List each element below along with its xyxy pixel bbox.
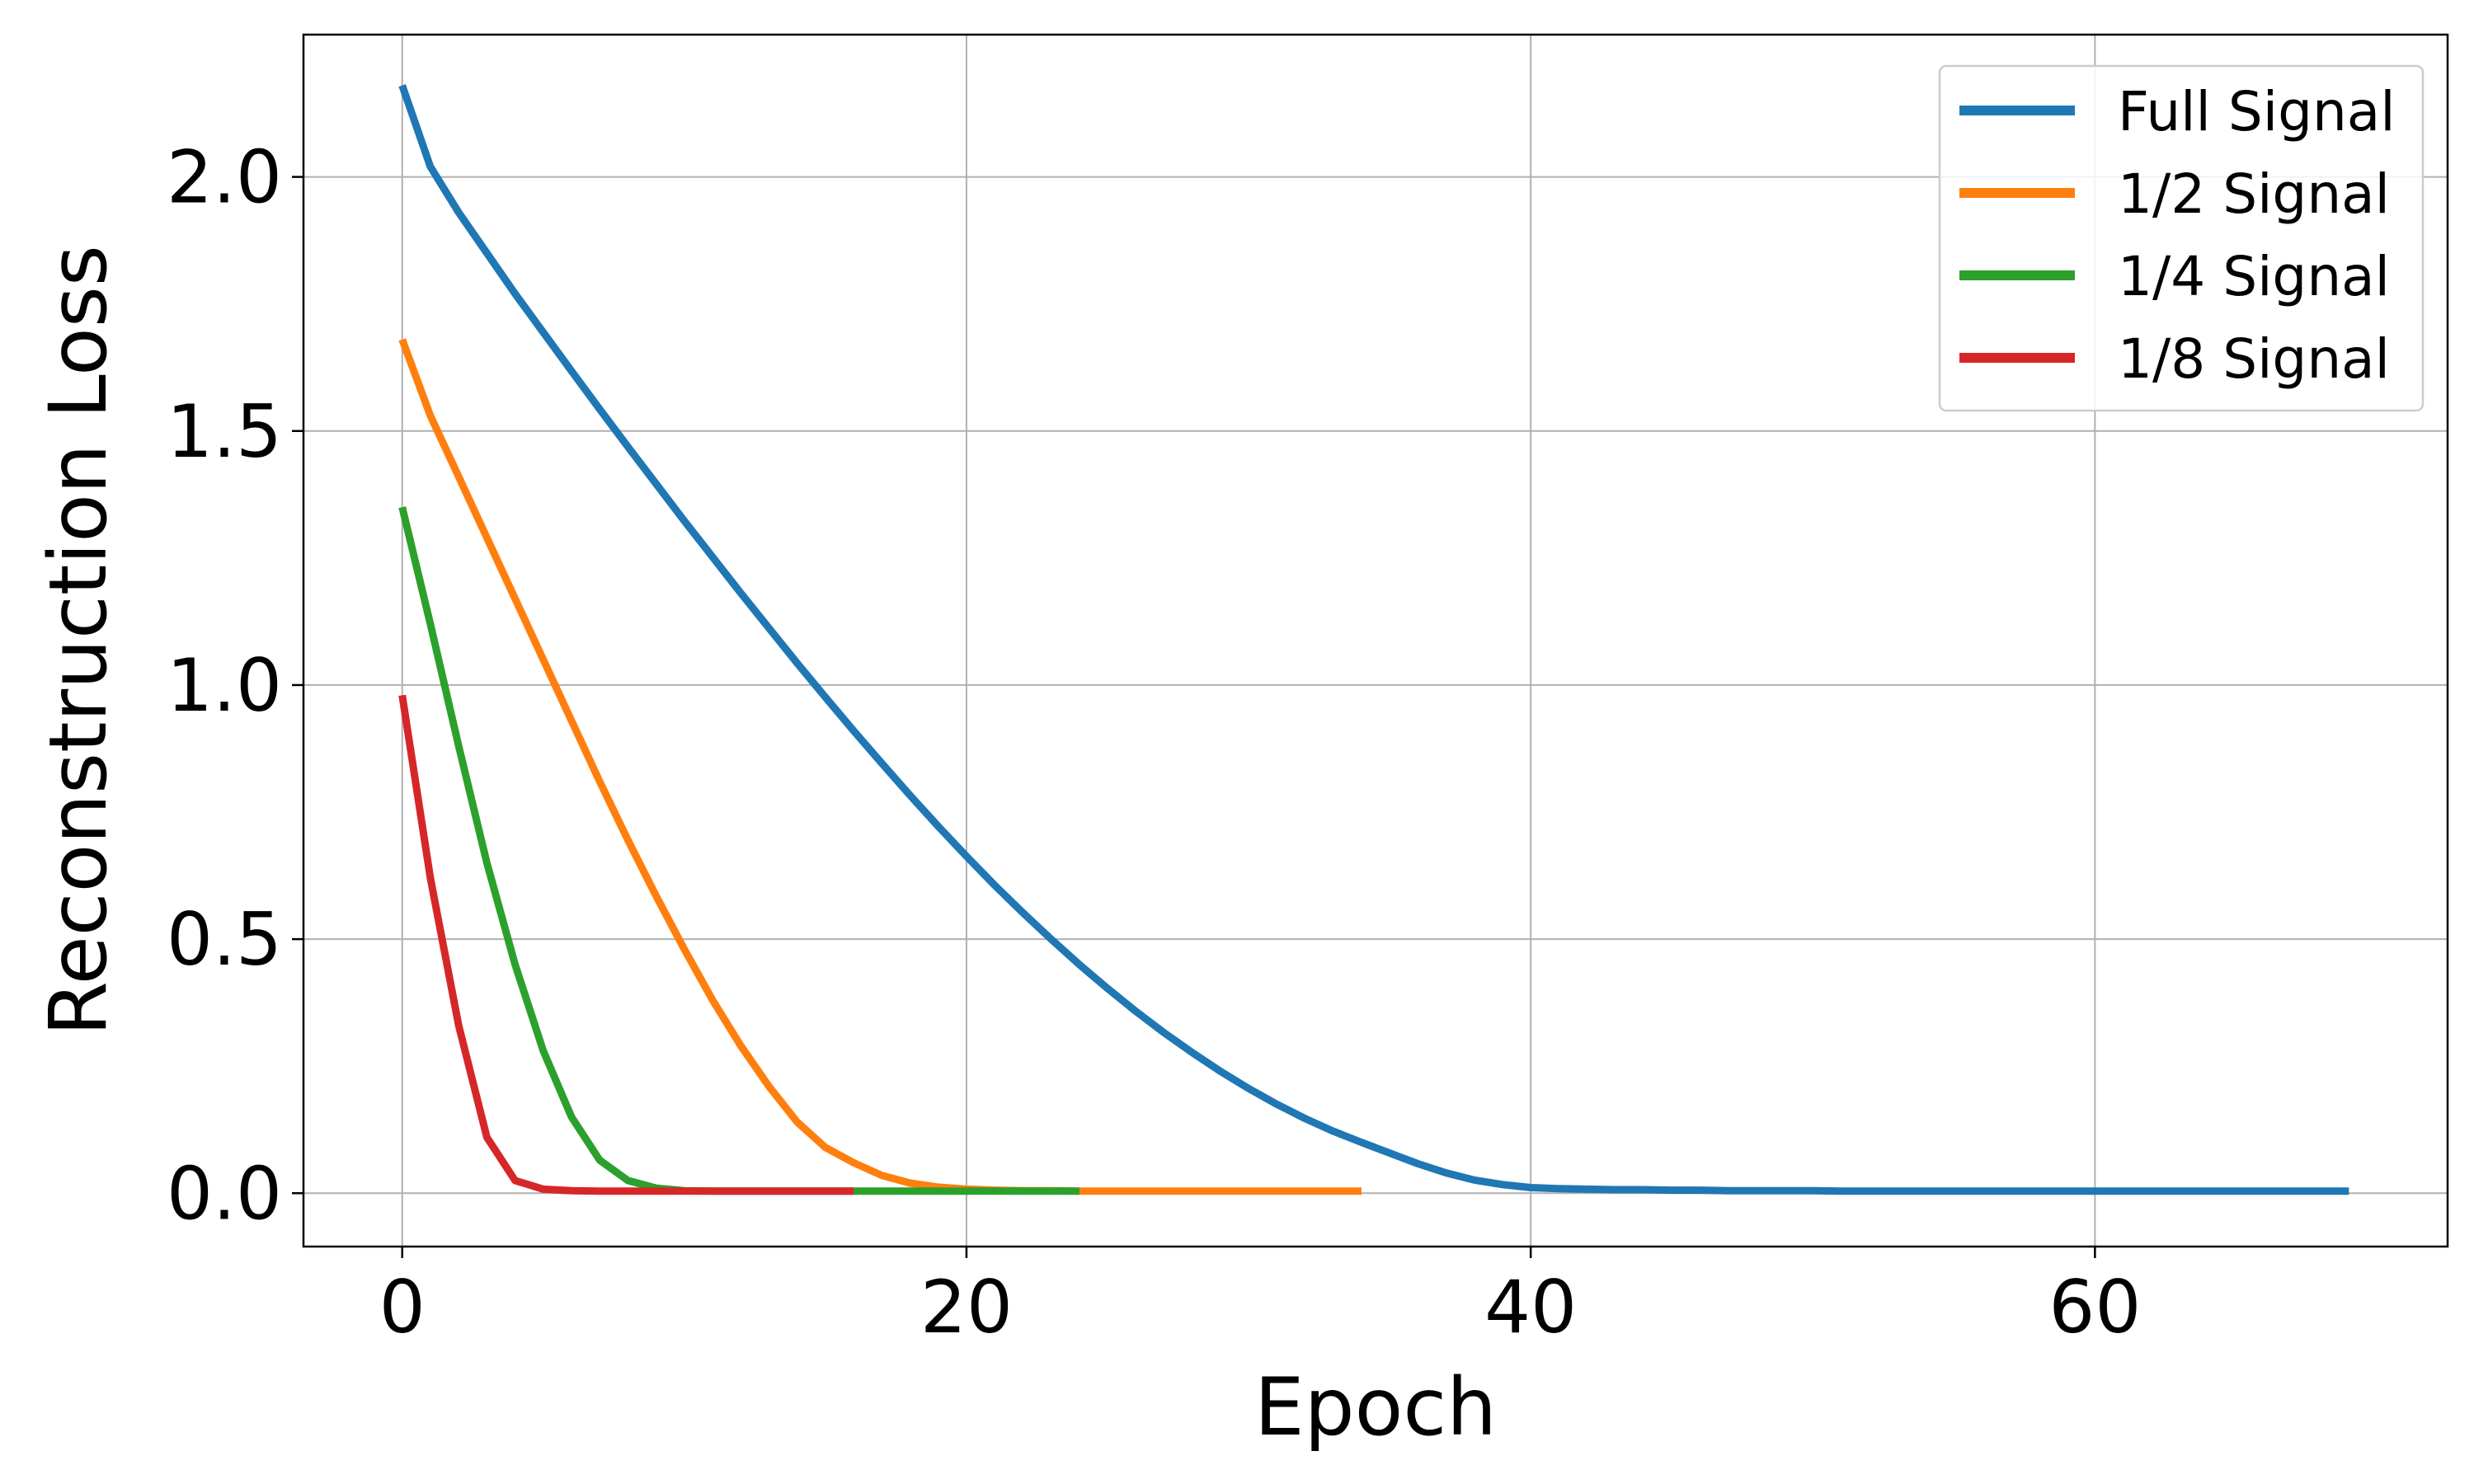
y-tick-label: 2.0 <box>167 135 282 220</box>
y-tick-label: 1.0 <box>167 643 282 728</box>
y-tick-label: 0.0 <box>167 1151 282 1236</box>
legend-label: 1/4 Signal <box>2118 245 2390 308</box>
legend-box <box>1938 64 2425 412</box>
y-tick-label: 1.5 <box>167 389 282 474</box>
plot-frame <box>302 33 2449 1248</box>
series-line-2 <box>398 338 1362 1195</box>
x-tick-label: 40 <box>1484 1265 1577 1350</box>
plot-area-series <box>398 84 2349 1195</box>
y-tick-label: 0.5 <box>167 897 282 982</box>
x-tick-label: 0 <box>379 1265 426 1350</box>
x-tick-label: 60 <box>2048 1265 2141 1350</box>
x-tick-label: 20 <box>920 1265 1013 1350</box>
x-axis-label: Epoch <box>1254 1361 1497 1453</box>
series-line-4 <box>398 694 854 1195</box>
axis-ticks: 0 20 40 60 0.0 0.5 1.0 1.5 2.0 <box>167 135 2141 1350</box>
legend-label: 1/2 Signal <box>2118 162 2390 226</box>
legend: Full Signal 1/2 Signal 1/4 Signal 1/8 Signa… <box>1938 64 2425 412</box>
series-line-1 <box>398 84 2349 1195</box>
legend-label: Full Signal <box>2118 80 2396 143</box>
legend-label: 1/8 Signal <box>2118 327 2390 391</box>
y-axis-label: Reconstruction Loss <box>32 245 125 1036</box>
